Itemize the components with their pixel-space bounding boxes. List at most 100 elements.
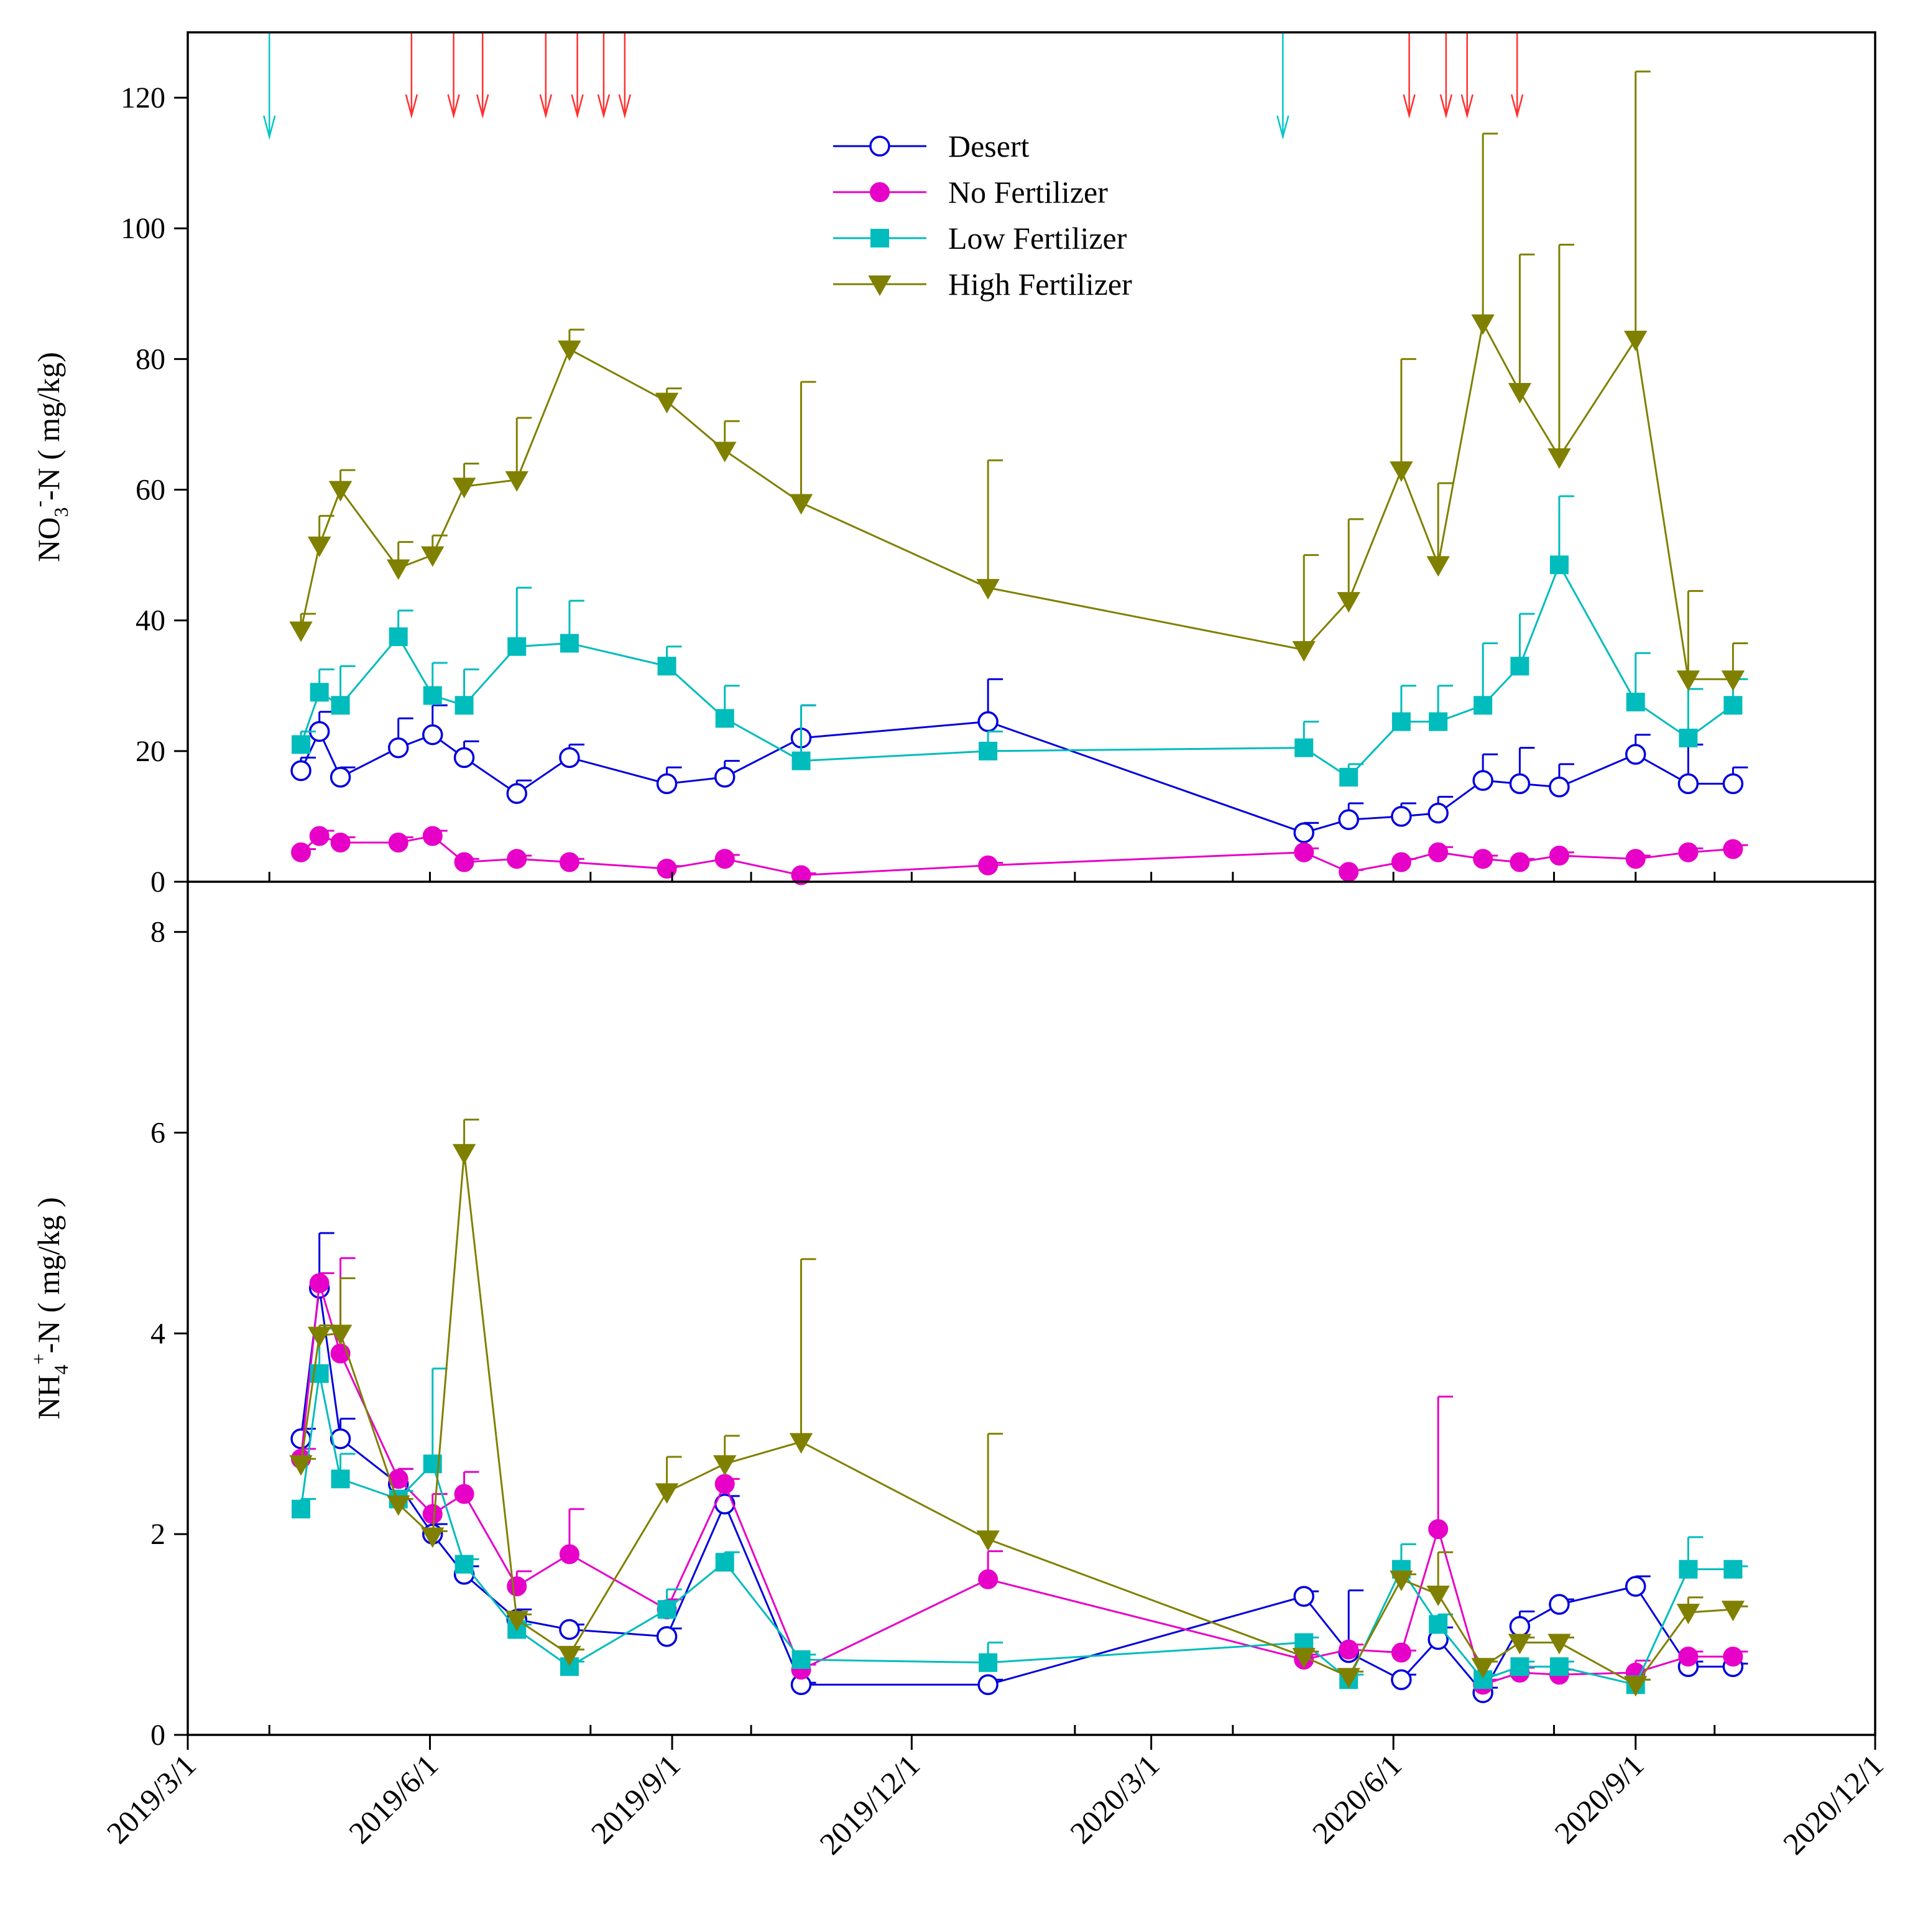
irrigation-arrow-head	[263, 115, 276, 140]
y-axis-label: NH4+-N ( mg/kg )	[27, 1197, 72, 1420]
data-point	[714, 767, 736, 788]
data-point	[1391, 1669, 1412, 1690]
data-point	[330, 767, 351, 788]
data-point	[657, 1600, 676, 1619]
y-tick-label: 120	[121, 81, 165, 114]
y-axis-label-base: NH	[31, 1375, 66, 1420]
x-tick-label: 2019/12/1	[813, 1747, 926, 1861]
data-point	[1509, 1615, 1531, 1637]
y-axis-label-sup: +	[27, 1354, 50, 1365]
data-point	[387, 737, 409, 759]
data-point	[1625, 1576, 1646, 1597]
data-point	[507, 1576, 527, 1597]
data-point	[977, 711, 999, 733]
series-line-high-fertilizer	[300, 1152, 1733, 1686]
data-point	[328, 481, 353, 502]
data-point	[657, 858, 677, 879]
legend-marker	[870, 182, 890, 202]
data-point	[558, 1645, 581, 1666]
data-point	[1391, 712, 1411, 731]
data-point	[507, 637, 527, 656]
fertilization-arrow-head	[597, 94, 611, 119]
data-point	[1678, 1647, 1699, 1667]
y-axis-label-sub: 3	[50, 507, 72, 517]
data-point	[1294, 738, 1314, 757]
y-axis-label-rest: -N ( mg/kg)	[31, 352, 66, 501]
y-tick-label: 6	[150, 1117, 165, 1150]
data-point	[330, 832, 351, 853]
y-tick-label: 80	[136, 343, 165, 376]
data-point	[1428, 842, 1449, 862]
data-point	[559, 852, 579, 872]
data-point	[290, 760, 311, 782]
data-point	[715, 709, 734, 728]
legend-label: No Fertilizer	[948, 175, 1108, 210]
data-point	[977, 1674, 999, 1696]
y-axis-label: NO3--N ( mg/kg)	[27, 352, 72, 562]
data-point	[1510, 657, 1529, 676]
legend-label: Low Fertilizer	[948, 221, 1127, 256]
data-point	[791, 865, 811, 885]
fertilization-arrow-head	[1439, 94, 1453, 119]
data-point	[1293, 1586, 1314, 1607]
legend-label: High Fertilizer	[948, 267, 1132, 302]
legend-item-high-fertilizer: High Fertilizer	[833, 267, 1132, 302]
data-point	[453, 747, 475, 769]
data-point	[389, 627, 408, 646]
data-point	[307, 1326, 331, 1347]
data-point	[452, 1144, 476, 1165]
panel-nitrate: 0 20 40 60 80 100 120 NO3--N ( mg/kg)	[27, 70, 1748, 899]
series-line-no-fertilizer	[300, 834, 1733, 877]
data-point	[559, 747, 580, 769]
x-tick-label: 2020/12/1	[1776, 1747, 1890, 1861]
data-point	[1292, 640, 1316, 662]
x-tick-label: 2019/6/1	[342, 1747, 445, 1850]
data-point	[1339, 862, 1359, 882]
y-tick-label: 60	[136, 474, 165, 507]
data-point	[290, 1428, 311, 1449]
data-point	[309, 826, 330, 846]
data-point	[1391, 1642, 1411, 1663]
data-point	[1426, 1586, 1450, 1607]
data-point	[655, 1483, 679, 1504]
data-point	[978, 1569, 999, 1589]
data-point	[979, 741, 998, 760]
data-point	[1678, 842, 1699, 862]
y-tick-label: 4	[150, 1317, 165, 1350]
y-tick-label: 2	[150, 1518, 165, 1551]
legend-marker	[870, 229, 889, 247]
data-point	[423, 686, 442, 705]
series-high-fertilizer	[289, 1119, 1748, 1697]
data-point	[292, 1499, 311, 1518]
data-point	[1391, 806, 1412, 827]
data-point	[421, 1527, 445, 1548]
data-point	[560, 634, 579, 653]
data-point	[454, 1555, 474, 1574]
data-point	[656, 773, 678, 795]
data-point	[558, 340, 581, 361]
data-point	[1676, 1604, 1700, 1625]
data-point	[330, 1428, 351, 1449]
series-low-fertilizer	[292, 495, 1748, 787]
data-point	[1472, 770, 1493, 791]
legend-item-low-fertilizer: Low Fertilizer	[833, 221, 1127, 256]
data-point	[979, 1653, 998, 1672]
legend-item-desert: Desert	[833, 129, 1030, 164]
data-point	[1723, 1647, 1743, 1667]
y-axis-label-rest: -N ( mg/kg )	[31, 1197, 66, 1353]
data-point	[422, 724, 443, 746]
y-tick-label: 8	[150, 916, 165, 949]
data-point	[1510, 1657, 1529, 1676]
irrigation-arrow-head	[1276, 115, 1289, 140]
data-point	[328, 1324, 353, 1346]
data-point	[1679, 728, 1698, 747]
data-point	[1722, 773, 1744, 795]
y-tick-label: 100	[121, 212, 165, 245]
data-point	[1723, 1560, 1743, 1579]
data-point	[1391, 852, 1411, 872]
data-point	[310, 683, 329, 702]
data-point	[422, 1504, 443, 1524]
data-point	[292, 735, 311, 754]
x-tick-label: 2019/9/1	[584, 1747, 687, 1850]
